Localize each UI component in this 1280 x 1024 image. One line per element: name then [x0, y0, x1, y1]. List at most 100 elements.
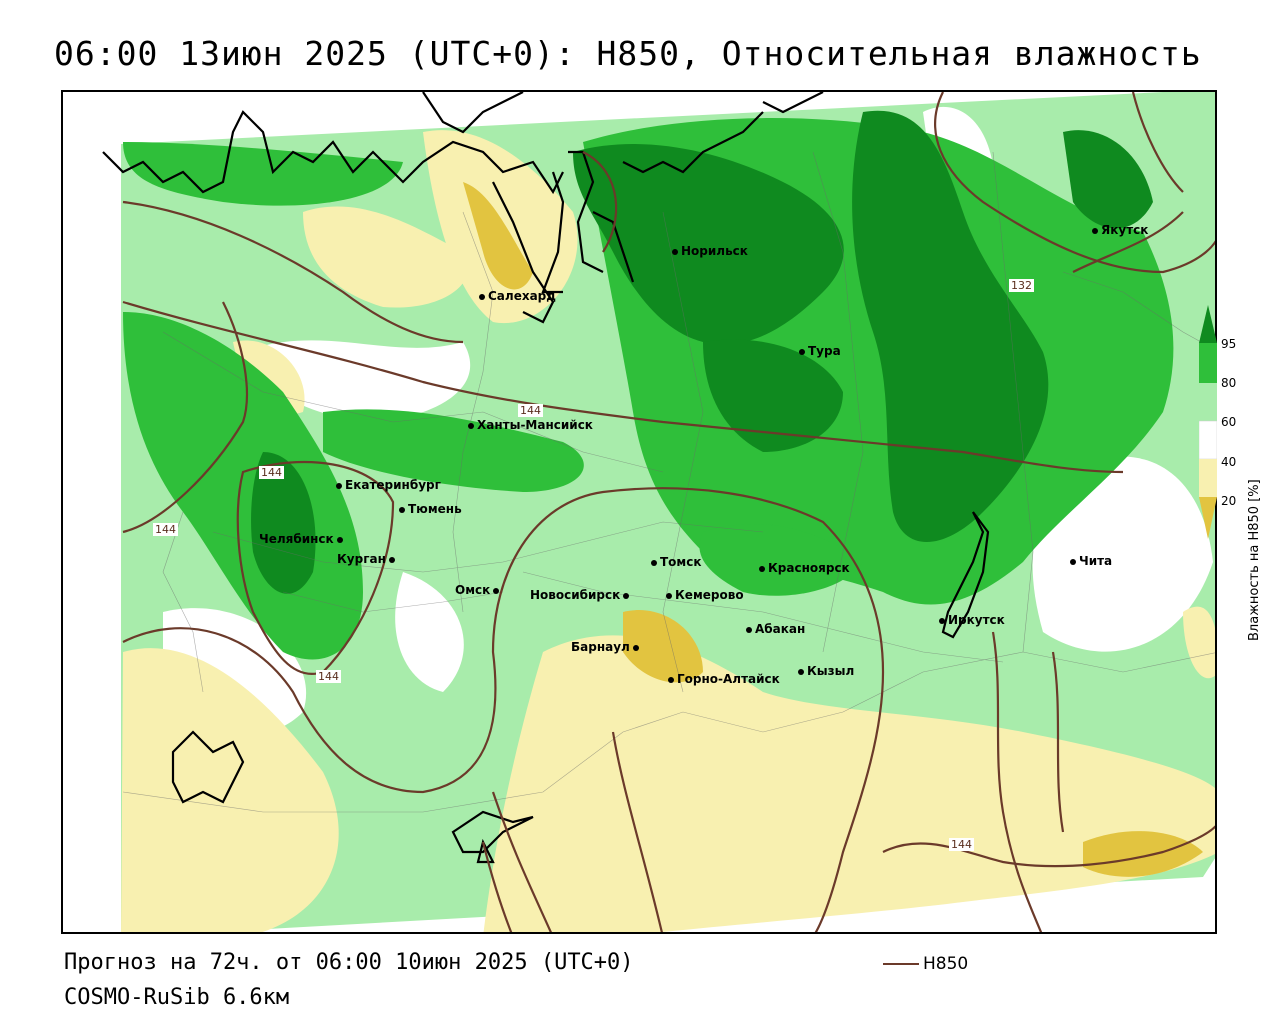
- contour-label: 144: [316, 670, 341, 683]
- city-dot: [479, 293, 485, 300]
- city-label: Курган: [337, 552, 386, 566]
- dry-yellow-area: [463, 182, 533, 290]
- city-label: Екатеринбург: [345, 478, 441, 492]
- saturated-area: [852, 110, 1049, 542]
- city-marker: Абакан: [746, 622, 805, 636]
- city-label: Новосибирск: [530, 588, 621, 602]
- contour-legend-label: H850: [923, 954, 969, 974]
- city-dot: [468, 422, 474, 429]
- city-marker: Тура: [799, 344, 841, 358]
- city-label: Томск: [660, 555, 702, 569]
- forecast-info: Прогноз на 72ч. от 06:00 10июн 2025 (UTC…: [64, 950, 634, 975]
- city-marker: Новосибирск: [530, 588, 632, 602]
- dry-yellow-area: [233, 340, 305, 414]
- contour-label: 132: [1009, 279, 1034, 292]
- city-marker: Иркутск: [939, 613, 1005, 627]
- city-dot: [939, 617, 945, 624]
- city-dot: [1070, 558, 1076, 565]
- city-marker: Горно-Алтайск: [668, 672, 780, 686]
- contour-legend: H850: [883, 954, 968, 974]
- map-title: 06:00 13июн 2025 (UTC+0): H850, Относите…: [54, 34, 1202, 73]
- city-label: Кемерово: [675, 588, 744, 602]
- city-marker: Томск: [651, 555, 702, 569]
- colorbar-tick: 20: [1221, 494, 1237, 508]
- city-marker: Красноярск: [759, 561, 850, 575]
- city-marker: Чита: [1070, 554, 1112, 568]
- colorbar-tick: 60: [1221, 415, 1237, 429]
- colorbar-title: Влажность на H850 [%]: [1247, 479, 1262, 641]
- humidity-colorbar: [1199, 305, 1217, 539]
- city-label: Барнаул: [571, 640, 630, 654]
- city-dot: [668, 676, 674, 683]
- city-dot: [336, 482, 342, 489]
- city-label: Чита: [1079, 554, 1113, 568]
- humid-green-area: [123, 142, 403, 206]
- city-dot: [399, 506, 405, 513]
- city-label: Иркутск: [948, 613, 1005, 627]
- city-marker: Кемерово: [666, 588, 744, 602]
- city-dot: [388, 556, 395, 563]
- city-dot: [632, 644, 639, 651]
- dry-white-area: [1032, 456, 1213, 652]
- city-dot: [759, 565, 765, 572]
- city-label: Норильск: [681, 244, 748, 258]
- city-dot: [651, 559, 657, 566]
- city-dot: [798, 668, 804, 675]
- city-dot: [1092, 227, 1098, 234]
- city-marker: Ханты-Мансийск: [468, 418, 593, 432]
- city-label: Тура: [808, 344, 841, 358]
- city-dot: [493, 587, 500, 594]
- contour-label: 144: [153, 523, 178, 536]
- h850-contours: [122, 92, 1215, 932]
- city-label: Кызыл: [807, 664, 855, 678]
- city-marker: Екатеринбург: [336, 478, 441, 492]
- dry-yellow-area: [1083, 831, 1203, 877]
- saturated-area: [573, 143, 844, 345]
- city-label: Челябинск: [259, 532, 334, 546]
- contour-label: 144: [949, 838, 974, 851]
- city-label: Тюмень: [408, 502, 462, 516]
- dry-yellow-area: [1183, 606, 1215, 679]
- contour-label: 144: [259, 466, 284, 479]
- city-dot: [799, 348, 805, 355]
- city-marker: Омск: [455, 583, 502, 597]
- city-dot: [623, 592, 630, 599]
- dry-yellow-area: [483, 635, 1215, 932]
- city-dot: [672, 248, 678, 255]
- contour-line-swatch: [883, 963, 919, 965]
- city-marker: Челябинск: [259, 532, 346, 546]
- humid-green-area: [323, 409, 584, 492]
- saturated-area: [251, 452, 316, 594]
- colorbar-tick: 80: [1221, 376, 1237, 390]
- city-label: Омск: [455, 583, 491, 597]
- city-marker: Курган: [337, 552, 398, 566]
- city-marker: Норильск: [672, 244, 748, 258]
- city-label: Якутск: [1101, 223, 1149, 237]
- city-marker: Тюмень: [399, 502, 462, 516]
- city-marker: Барнаул: [571, 640, 642, 654]
- coastline: [102, 92, 990, 864]
- colorbar-tick: 95: [1221, 337, 1237, 351]
- humid-green-area: [699, 523, 863, 596]
- colorbar-tick: 40: [1221, 455, 1237, 469]
- city-marker: Якутск: [1092, 223, 1148, 237]
- saturated-area: [1063, 130, 1153, 229]
- dry-white-area: [395, 572, 464, 692]
- contour-label: 144: [518, 404, 543, 417]
- dry-yellow-area: [303, 206, 469, 308]
- humidity-field: [102, 92, 1215, 932]
- city-label: Абакан: [755, 622, 806, 636]
- city-label: Ханты-Мансийск: [477, 418, 593, 432]
- city-label: Салехард: [488, 289, 556, 303]
- region-borders: [122, 151, 1215, 813]
- city-marker: Кызыл: [798, 664, 854, 678]
- saturated-area: [703, 339, 843, 452]
- humidity-map: 144 144 144 144 132 144 Норильск Салехар…: [61, 90, 1217, 934]
- city-dot: [336, 536, 343, 543]
- city-dot: [666, 592, 672, 599]
- city-dot: [746, 626, 752, 633]
- city-label: Красноярск: [768, 561, 850, 575]
- dry-yellow-area: [623, 610, 703, 683]
- city-marker: Салехард: [479, 289, 556, 303]
- city-label: Горно-Алтайск: [677, 672, 780, 686]
